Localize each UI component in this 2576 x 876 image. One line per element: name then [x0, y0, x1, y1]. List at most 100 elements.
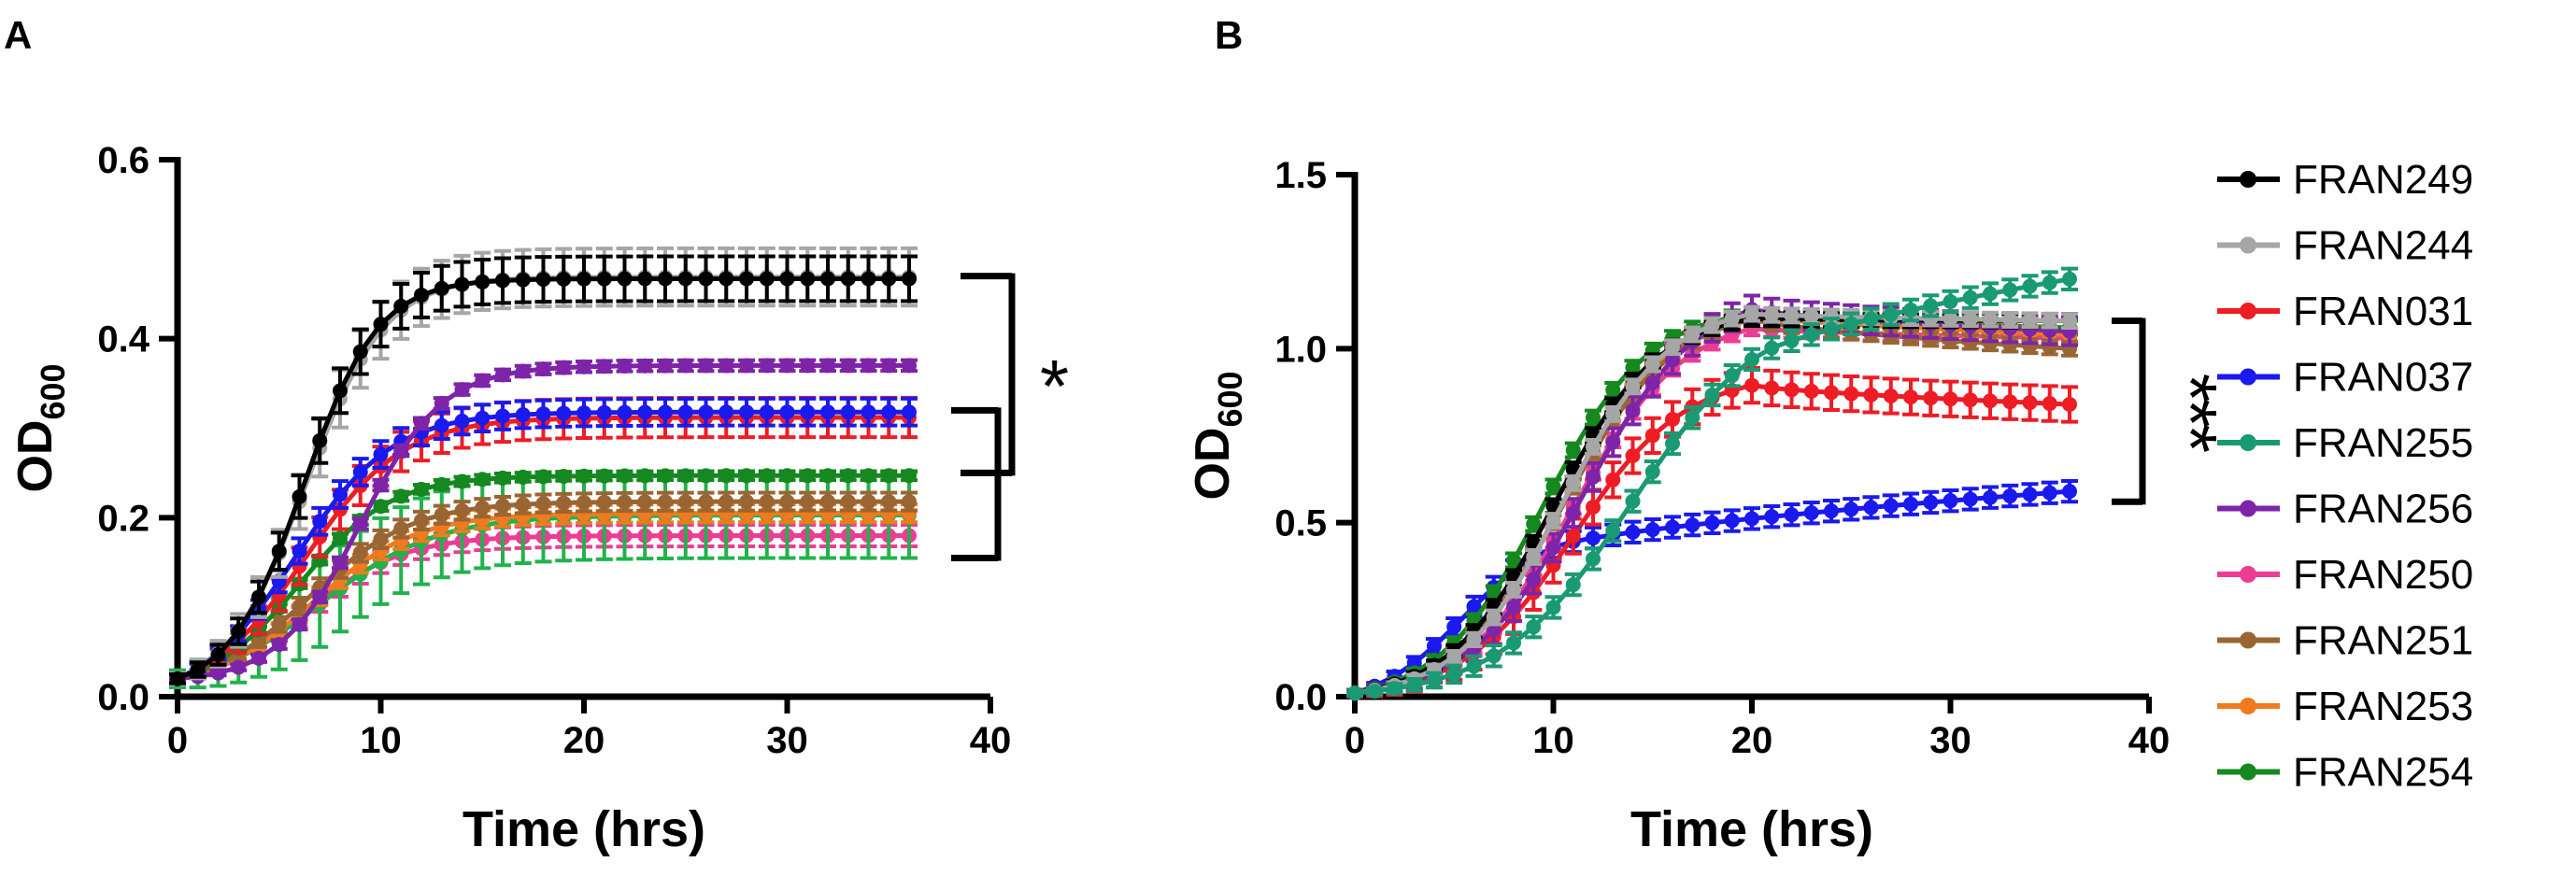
point-fran256: [840, 358, 856, 374]
point-fran037: [495, 408, 510, 424]
point-fran255: [1347, 685, 1362, 701]
point-fran254: [677, 468, 693, 484]
line-fran254: [1354, 311, 2071, 696]
panel-b-plot: 0 10 20 30 40 0.0 0.5 1.0 1.5 Time (hrs) OD600 ***: [1186, 155, 2232, 857]
legend-item-fran251: FRAN251: [2217, 618, 2473, 664]
point-fran037: [881, 404, 897, 420]
point-fran249: [658, 271, 673, 287]
point-fran249: [333, 383, 348, 399]
significance-bracket: ***: [2112, 318, 2232, 505]
point-fran037: [292, 544, 307, 559]
legend-label: FRAN255: [2293, 420, 2473, 466]
point-fran037: [1943, 493, 1958, 509]
point-fran254: [393, 488, 409, 504]
point-fran037: [1586, 530, 1601, 546]
point-fran255: [1685, 410, 1701, 426]
point-fran254: [840, 468, 856, 484]
point-fran254: [759, 468, 775, 484]
point-fran256: [739, 358, 754, 374]
point-fran255: [1883, 306, 1899, 322]
point-fran256: [658, 358, 673, 374]
legend-label: FRAN251: [2293, 618, 2473, 664]
point-fran251: [658, 494, 673, 510]
point-fran256: [556, 360, 572, 375]
point-fran031: [1744, 377, 1759, 393]
point-fran037: [861, 404, 876, 420]
y-tick-label: 0.2: [97, 498, 149, 539]
point-fran037: [1923, 494, 1939, 510]
point-fran256: [719, 358, 734, 374]
point-fran037: [1625, 524, 1641, 540]
point-fran255: [1843, 316, 1859, 332]
point-fran251: [454, 502, 470, 518]
point-fran254: [779, 468, 795, 484]
point-fran249: [352, 344, 368, 360]
point-fran256: [677, 358, 693, 374]
point-fran244: [2062, 313, 2077, 329]
point-fran256: [698, 358, 714, 374]
legend-item-fran254: FRAN254: [2217, 750, 2473, 796]
point-fran037: [1427, 638, 1442, 654]
point-fran251: [556, 495, 572, 511]
point-fran254: [373, 499, 389, 515]
point-fran251: [434, 507, 449, 523]
point-fran254: [617, 468, 633, 484]
point-fran256: [1625, 403, 1641, 418]
point-fran037: [902, 404, 917, 420]
significance-bracket: [951, 406, 1002, 561]
legend-item-fran255: FRAN255: [2217, 420, 2473, 466]
x-tick-label: 20: [563, 720, 605, 761]
point-fran249: [393, 298, 409, 314]
point-fran249: [677, 271, 693, 287]
point-fran031: [1962, 392, 1978, 408]
point-fran255: [1605, 523, 1621, 539]
point-fran255: [1784, 332, 1800, 348]
point-fran255: [2042, 275, 2057, 290]
point-fran037: [556, 405, 572, 421]
point-fran256: [352, 516, 368, 531]
point-fran244: [1744, 306, 1759, 322]
legend-item-fran031: FRAN031: [2217, 289, 2473, 334]
point-fran256: [292, 616, 307, 632]
point-fran255: [1903, 302, 1918, 318]
point-fran251: [861, 494, 876, 510]
legend-swatch-marker: [2240, 434, 2256, 451]
series-fran249: [169, 254, 918, 686]
point-fran251: [535, 496, 551, 512]
point-fran037: [1962, 491, 1978, 507]
point-fran254: [333, 530, 348, 546]
y-axis-label: OD600: [1186, 371, 1249, 500]
point-fran251: [698, 494, 714, 510]
point-fran037: [373, 446, 389, 462]
point-fran256: [1545, 540, 1561, 556]
y-tick-label: 1.5: [1274, 155, 1327, 196]
point-fran254: [902, 468, 917, 484]
point-fran254: [1526, 516, 1542, 532]
point-fran255: [1744, 351, 1759, 367]
y-axis-label-main: OD: [1186, 428, 1240, 501]
point-fran244: [1943, 311, 1958, 327]
point-fran037: [2002, 488, 2018, 504]
point-fran254: [556, 468, 572, 484]
point-fran254: [535, 469, 551, 485]
point-fran249: [231, 624, 247, 640]
point-fran249: [698, 271, 714, 287]
point-fran249: [454, 276, 470, 292]
point-fran244: [2002, 312, 2018, 328]
point-fran244: [1685, 327, 1701, 343]
point-fran251: [596, 494, 612, 510]
point-fran254: [820, 468, 835, 484]
point-fran256: [495, 367, 510, 383]
point-fran031: [1883, 389, 1899, 404]
point-fran249: [190, 662, 206, 678]
point-fran031: [1824, 385, 1839, 401]
series-fran251: [169, 490, 918, 686]
point-fran244: [1466, 631, 1482, 647]
point-fran251: [292, 599, 307, 615]
point-fran255: [1486, 648, 1501, 664]
point-fran249: [800, 271, 816, 287]
point-fran255: [1665, 436, 1680, 452]
point-fran031: [2062, 396, 2077, 412]
point-fran255: [1526, 619, 1542, 635]
point-fran256: [1526, 572, 1542, 587]
